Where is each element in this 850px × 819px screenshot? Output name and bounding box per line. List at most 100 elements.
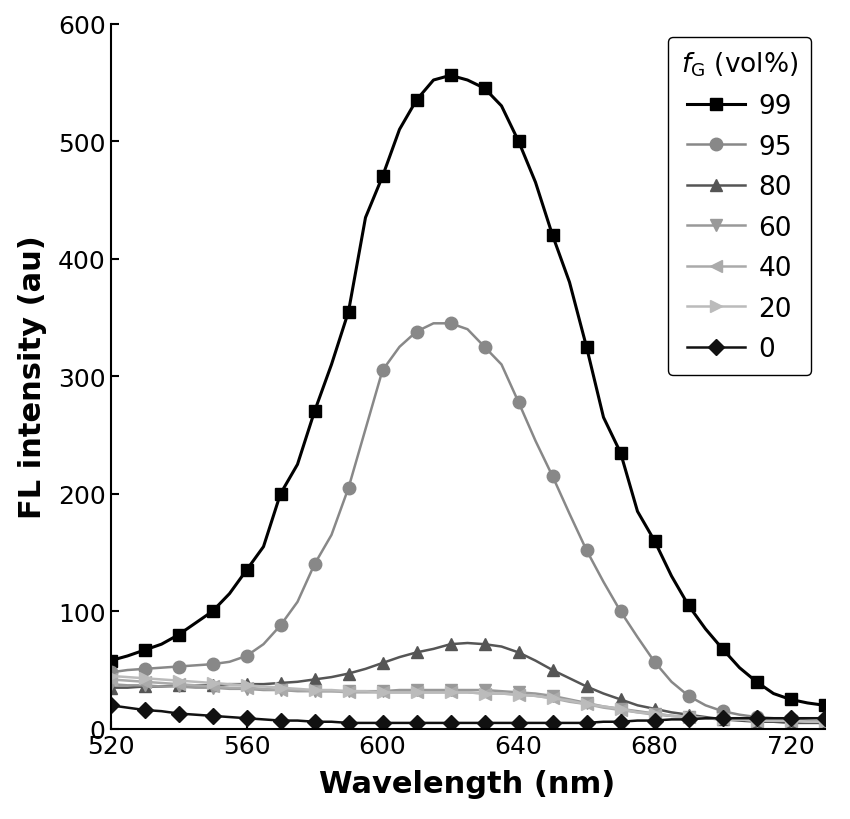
60 bbox=[275, 686, 286, 695]
80 bbox=[105, 683, 116, 693]
95 bbox=[139, 664, 150, 674]
99 bbox=[785, 695, 796, 704]
40 bbox=[207, 681, 218, 691]
0 bbox=[428, 718, 439, 728]
99 bbox=[751, 677, 762, 687]
95 bbox=[190, 661, 201, 671]
40 bbox=[411, 688, 422, 698]
20 bbox=[411, 688, 422, 698]
20 bbox=[649, 708, 660, 718]
0 bbox=[343, 718, 354, 728]
80 bbox=[564, 673, 575, 683]
60 bbox=[581, 698, 592, 708]
95 bbox=[564, 509, 575, 519]
80 bbox=[615, 695, 626, 704]
60 bbox=[564, 695, 575, 704]
99 bbox=[496, 102, 507, 111]
40 bbox=[666, 711, 677, 721]
20 bbox=[530, 691, 541, 701]
Line: 0: 0 bbox=[105, 700, 830, 729]
99 bbox=[547, 231, 558, 241]
40 bbox=[632, 708, 643, 717]
80 bbox=[139, 681, 150, 691]
99 bbox=[156, 640, 167, 649]
99 bbox=[224, 589, 235, 599]
80 bbox=[377, 658, 388, 668]
40 bbox=[717, 715, 728, 725]
60 bbox=[819, 717, 830, 726]
20 bbox=[479, 689, 490, 699]
99 bbox=[360, 213, 371, 223]
0 bbox=[598, 717, 609, 726]
99 bbox=[394, 125, 405, 135]
0 bbox=[649, 716, 660, 726]
40 bbox=[615, 705, 626, 715]
95 bbox=[411, 328, 422, 337]
0 bbox=[513, 718, 524, 728]
95 bbox=[598, 577, 609, 587]
20 bbox=[377, 688, 388, 698]
40 bbox=[802, 717, 813, 726]
20 bbox=[258, 681, 269, 691]
60 bbox=[700, 713, 711, 723]
99 bbox=[207, 607, 218, 617]
95 bbox=[258, 640, 269, 649]
60 bbox=[513, 688, 524, 698]
0 bbox=[717, 713, 728, 723]
99 bbox=[666, 572, 677, 581]
0 bbox=[700, 713, 711, 723]
60 bbox=[122, 681, 133, 690]
80 bbox=[445, 640, 456, 649]
95 bbox=[241, 651, 252, 661]
60 bbox=[139, 681, 150, 690]
80 bbox=[173, 681, 184, 690]
0 bbox=[734, 713, 745, 723]
20 bbox=[394, 688, 405, 698]
60 bbox=[394, 686, 405, 695]
20 bbox=[139, 673, 150, 683]
0 bbox=[207, 711, 218, 721]
99 bbox=[513, 137, 524, 147]
99 bbox=[173, 630, 184, 640]
40 bbox=[360, 688, 371, 698]
99 bbox=[598, 413, 609, 423]
20 bbox=[224, 680, 235, 690]
20 bbox=[700, 713, 711, 723]
0 bbox=[190, 710, 201, 720]
80 bbox=[717, 715, 728, 725]
95 bbox=[785, 715, 796, 725]
95 bbox=[802, 716, 813, 726]
60 bbox=[105, 680, 116, 690]
40 bbox=[309, 686, 320, 696]
99 bbox=[564, 278, 575, 287]
60 bbox=[734, 715, 745, 725]
20 bbox=[717, 715, 728, 725]
80 bbox=[479, 640, 490, 649]
95 bbox=[751, 713, 762, 722]
20 bbox=[122, 672, 133, 682]
40 bbox=[564, 697, 575, 707]
20 bbox=[309, 686, 320, 695]
80 bbox=[632, 700, 643, 710]
0 bbox=[445, 718, 456, 728]
40 bbox=[258, 684, 269, 694]
60 bbox=[496, 686, 507, 696]
95 bbox=[224, 657, 235, 667]
20 bbox=[462, 688, 473, 698]
20 bbox=[105, 672, 116, 681]
60 bbox=[479, 686, 490, 695]
95 bbox=[479, 342, 490, 352]
80 bbox=[751, 717, 762, 726]
95 bbox=[666, 677, 677, 687]
99 bbox=[700, 624, 711, 634]
40 bbox=[190, 681, 201, 690]
99 bbox=[241, 565, 252, 575]
Line: 40: 40 bbox=[105, 673, 830, 728]
60 bbox=[785, 716, 796, 726]
20 bbox=[666, 711, 677, 721]
80 bbox=[802, 718, 813, 728]
99 bbox=[581, 342, 592, 352]
80 bbox=[734, 716, 745, 726]
40 bbox=[428, 688, 439, 698]
20 bbox=[190, 677, 201, 687]
